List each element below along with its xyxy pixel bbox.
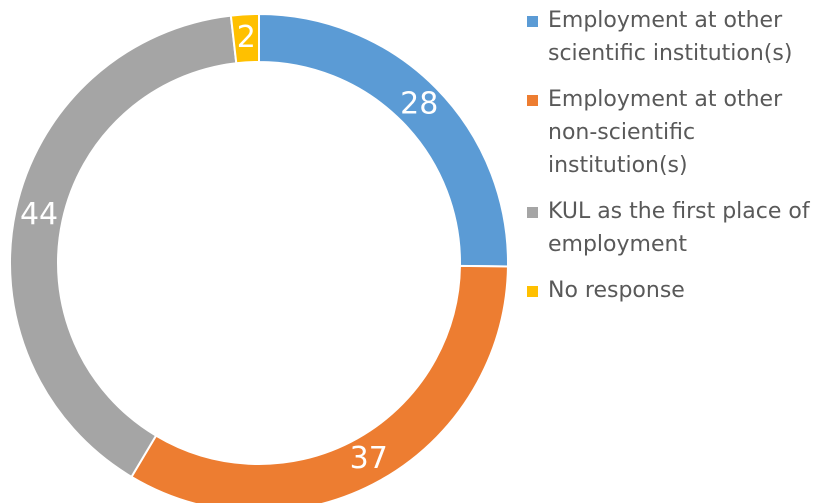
slice	[258, 12, 509, 268]
legend-label: No response	[548, 278, 685, 303]
legend-label: Employment at other non-scientific insti…	[548, 87, 783, 178]
legend-item: Employment at other scientific instituti…	[527, 4, 823, 70]
legend-label: Employment at other scientific instituti…	[548, 8, 793, 66]
legend-item: Employment at other non-scientific insti…	[527, 83, 823, 182]
legend-swatch	[527, 95, 538, 106]
data-label: 2	[237, 20, 256, 55]
legend-item: KUL as the first place of employment	[527, 195, 823, 261]
data-label: 37	[350, 441, 388, 476]
legend-swatch	[527, 16, 538, 27]
legend-label: KUL as the first place of employment	[548, 199, 810, 257]
data-label: 44	[20, 197, 58, 232]
legend-swatch	[527, 207, 538, 218]
slice	[229, 12, 260, 65]
legend-swatch	[527, 286, 538, 297]
legend: Employment at other scientific instituti…	[527, 4, 823, 320]
slice	[9, 14, 238, 479]
legend-item: No response	[527, 274, 823, 307]
data-label: 28	[400, 87, 438, 122]
slice	[130, 264, 509, 503]
